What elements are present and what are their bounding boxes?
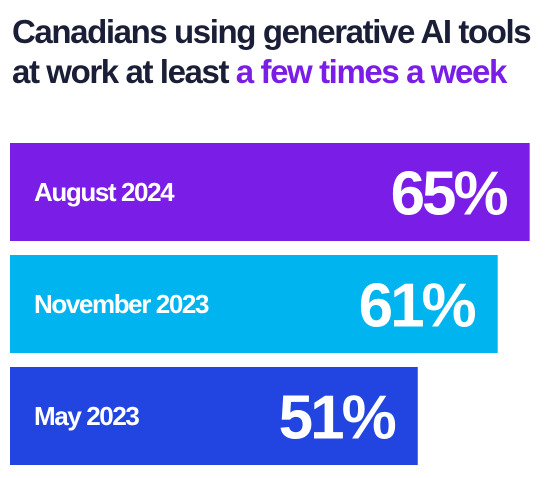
value-label: 51% [279,384,396,453]
chart-title: Canadians using generative AI tools at w… [12,12,547,92]
title-highlight: a few times a week [235,53,508,90]
bar-0 [10,143,530,241]
value-label: 65% [391,160,508,229]
title-main: Canadians using generative AI tools at w… [12,13,532,90]
value-label: 61% [359,272,476,341]
category-label: November 2023 [34,289,209,319]
bar-1 [10,255,498,353]
category-label: May 2023 [34,401,139,431]
category-label: August 2024 [34,177,175,207]
bar-2 [10,367,418,465]
